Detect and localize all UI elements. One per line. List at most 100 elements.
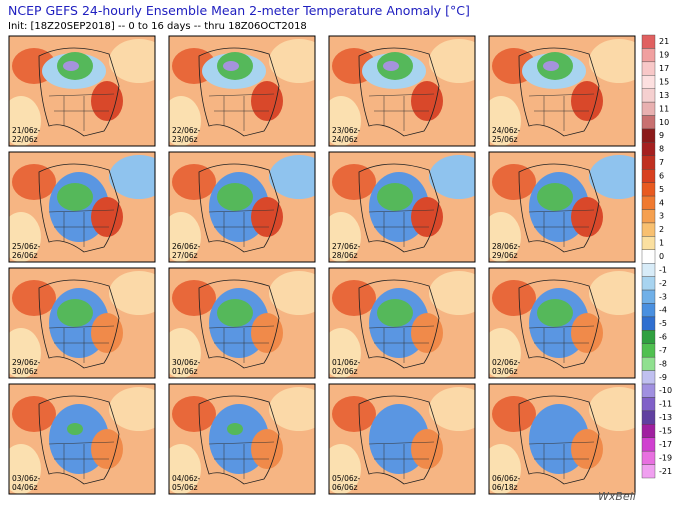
panel-label: 02/06z (332, 367, 358, 376)
panel-label: 29/06z (492, 251, 518, 260)
cold-core (217, 299, 253, 327)
panel-label: 05/06z- (332, 474, 361, 483)
ocean-anomaly (429, 387, 475, 431)
colorbar-label: -9 (659, 373, 667, 382)
map-panel (489, 384, 635, 494)
colorbar-swatch (641, 356, 656, 371)
map-panel (169, 36, 315, 146)
colorbar-label: 17 (659, 64, 669, 73)
colorbar-swatch (641, 424, 656, 438)
panel-label: 01/06z- (332, 358, 361, 367)
panel-label: 26/06z- (172, 242, 201, 251)
cold-core (377, 299, 413, 327)
borders (528, 209, 595, 247)
colorbar-swatch (641, 75, 656, 89)
warm-anomaly (172, 280, 216, 316)
warm-anomaly (411, 81, 443, 121)
colorbar-swatch (641, 397, 656, 412)
warm-anomaly (172, 396, 216, 432)
borders (208, 93, 275, 131)
colorbar-label: -4 (659, 306, 667, 315)
warm-anomaly (12, 396, 56, 432)
panel-label: 03/06z- (12, 474, 41, 483)
map-panel (169, 384, 315, 494)
panel-frame (168, 267, 316, 379)
colorbar-label: -3 (659, 292, 667, 301)
colorbar-label: 2 (659, 225, 664, 234)
panel-label: 04/06z- (172, 474, 201, 483)
colorbar-swatch (641, 370, 656, 385)
ocean-anomaly (429, 271, 475, 315)
borders (528, 93, 595, 131)
cold-core (57, 299, 93, 327)
panel-label: 28/06z- (492, 242, 521, 251)
warm-anomaly (91, 313, 123, 353)
warm-anomaly (492, 164, 536, 200)
colorbar-label: -2 (659, 279, 667, 288)
colorbar-swatch (641, 142, 656, 157)
map-panel (489, 152, 635, 262)
ocean-anomaly (489, 328, 521, 378)
colorbar-swatch (641, 330, 656, 344)
panel-label: 03/06z (492, 367, 518, 376)
warm-anomaly (172, 164, 216, 200)
borders (368, 209, 435, 247)
ocean-anomaly (489, 96, 521, 146)
coastline (518, 163, 600, 253)
coastline (198, 279, 280, 369)
warm-anomaly (571, 81, 603, 121)
panel-frame (488, 383, 636, 495)
warm-anomaly (411, 313, 443, 353)
warm-anomaly (91, 81, 123, 121)
map-panel (9, 36, 155, 146)
cold-core (57, 183, 93, 211)
warm-anomaly (12, 280, 56, 316)
warm-anomaly (332, 396, 376, 432)
panel-frame (328, 35, 476, 147)
colorbar-label: 4 (659, 198, 664, 207)
colorbar-label: -19 (659, 453, 672, 462)
warm-anomaly (571, 197, 603, 237)
colorbar-swatch (641, 195, 656, 210)
panel-label: 06/06z- (492, 474, 521, 483)
colorbar-label: -6 (659, 333, 667, 342)
warm-anomaly (492, 396, 536, 432)
cold-core (537, 183, 573, 211)
panel-label: 29/06z- (12, 358, 41, 367)
map-panel (489, 36, 635, 146)
panel-label: 01/06z (172, 367, 198, 376)
ocean-anomaly (489, 444, 521, 494)
colorbar-swatch (641, 410, 656, 425)
colorbar-label: -11 (659, 400, 672, 409)
coastline (358, 163, 440, 253)
ocean-anomaly (169, 444, 201, 494)
ocean-anomaly (109, 155, 155, 199)
colorbar-label: 1 (659, 239, 664, 248)
warm-anomaly (251, 313, 283, 353)
panel-grid: 21/06z-22/06z 22/06z-23/06z 23/06z-24/06z 2… (8, 35, 636, 495)
panel-label: 21/06z- (12, 126, 41, 135)
warm-anomaly (411, 197, 443, 237)
coastline (38, 163, 120, 253)
panel-label: 22/06z- (172, 126, 201, 135)
map-panel (9, 152, 155, 262)
panel-label: 27/06z- (332, 242, 361, 251)
borders (368, 441, 435, 479)
panel-label: 24/06z- (492, 126, 521, 135)
colorbar-swatch (641, 263, 656, 277)
ocean-anomaly (109, 271, 155, 315)
colorbar-label: 6 (659, 171, 664, 180)
colorbar-swatch (641, 464, 656, 479)
warm-anomaly (251, 197, 283, 237)
ocean-anomaly (169, 212, 201, 262)
panel-frame (488, 267, 636, 379)
coastline (198, 163, 280, 253)
map-panel (169, 152, 315, 262)
cold-core (537, 299, 573, 327)
colorbar-label: 9 (659, 131, 664, 140)
panel-frame (8, 267, 156, 379)
colorbar-swatch (641, 169, 656, 183)
panel-label: 04/06z (12, 483, 38, 492)
coastline (198, 47, 280, 137)
colorbar-label: -13 (659, 413, 672, 422)
